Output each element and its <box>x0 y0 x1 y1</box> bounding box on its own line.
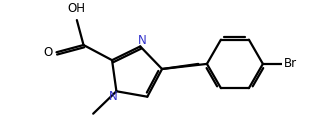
Text: OH: OH <box>68 2 86 15</box>
Text: N: N <box>138 34 146 47</box>
Text: O: O <box>43 46 52 59</box>
Text: Br: Br <box>284 57 297 70</box>
Text: N: N <box>108 90 117 103</box>
